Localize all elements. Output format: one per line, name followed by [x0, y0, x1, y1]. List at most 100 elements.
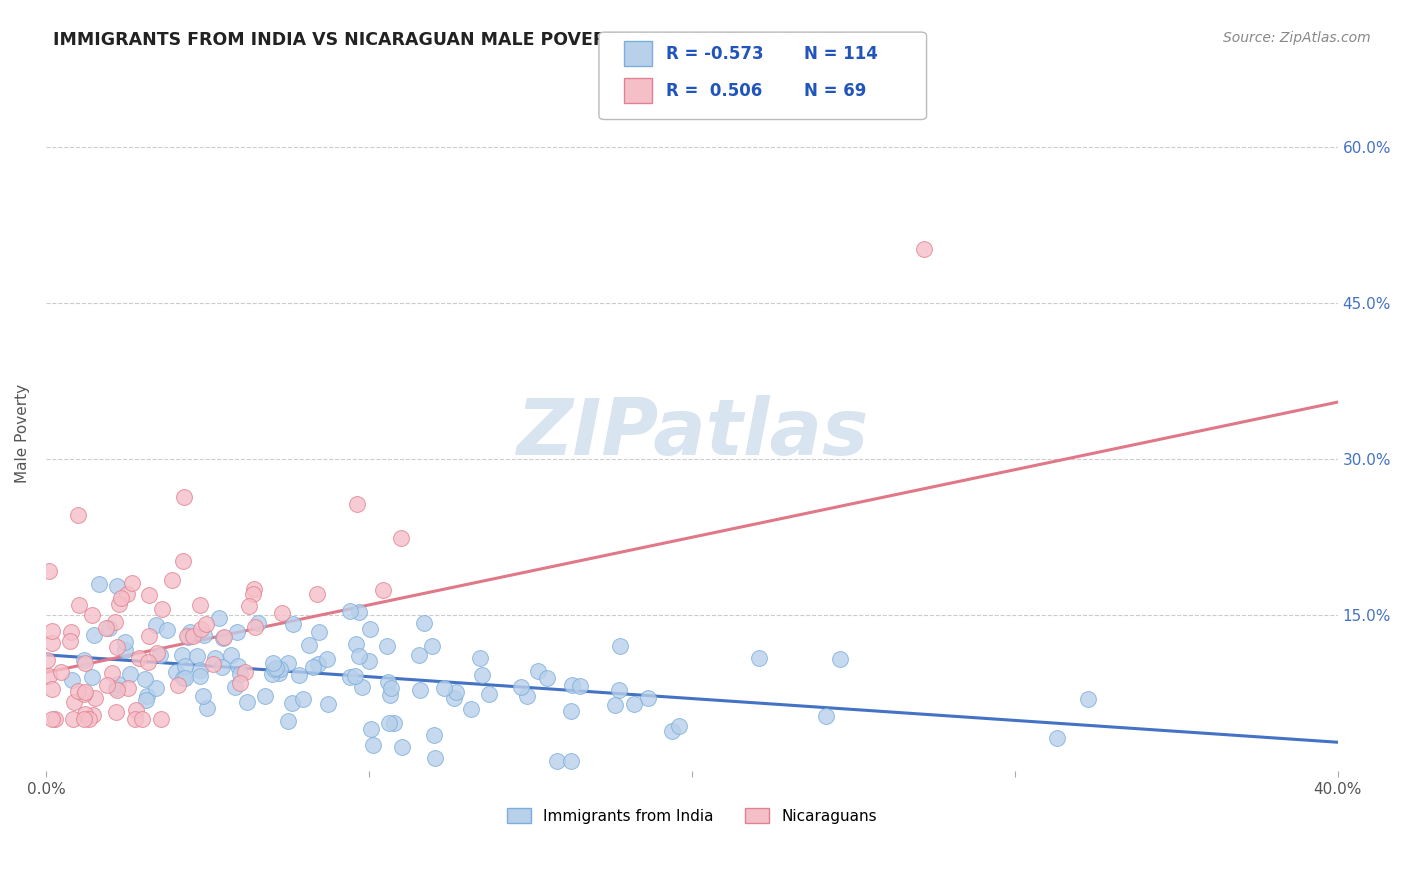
Point: [478, 687, 501, 701]
Point: [269, 665, 291, 680]
Point: [49, 665, 72, 679]
Point: [378, 715, 401, 730]
Point: [167, 678, 190, 692]
Point: [173, 490, 195, 504]
Point: [378, 688, 401, 702]
Point: [382, 716, 405, 731]
Point: [339, 670, 361, 684]
Point: [242, 586, 264, 600]
Point: [101, 665, 124, 680]
Point: [105, 578, 128, 592]
Point: [136, 689, 159, 703]
Point: [136, 655, 159, 669]
Point: [138, 588, 160, 602]
Point: [212, 630, 235, 644]
Point: [174, 658, 197, 673]
Point: [298, 638, 321, 652]
Point: [80, 608, 103, 623]
Point: [176, 629, 198, 643]
Point: [262, 657, 284, 671]
Point: [561, 678, 583, 692]
Point: [41, 712, 63, 726]
Point: [263, 662, 285, 676]
Point: [291, 692, 314, 706]
Text: N = 114: N = 114: [804, 45, 879, 62]
Point: [412, 616, 434, 631]
Point: [60, 625, 83, 640]
Point: [149, 712, 172, 726]
Point: [190, 663, 212, 677]
Point: [510, 680, 533, 694]
Point: [105, 681, 128, 695]
Point: [347, 605, 370, 619]
Point: [262, 666, 284, 681]
Point: [283, 617, 305, 632]
Point: [212, 632, 235, 646]
Point: [73, 712, 96, 726]
Point: [149, 648, 172, 662]
Point: [1077, 691, 1099, 706]
Point: [146, 646, 169, 660]
Point: [546, 754, 568, 768]
Point: [62, 695, 84, 709]
Point: [242, 582, 264, 596]
Point: [41, 624, 63, 638]
Point: [188, 669, 211, 683]
Point: [134, 672, 156, 686]
Point: [446, 684, 468, 698]
Point: [105, 640, 128, 655]
Point: [389, 531, 412, 545]
Point: [152, 602, 174, 616]
Point: [73, 687, 96, 701]
Point: [145, 617, 167, 632]
Point: [195, 616, 218, 631]
Point: [160, 574, 183, 588]
Point: [135, 693, 157, 707]
Point: [156, 623, 179, 637]
Point: [359, 622, 381, 636]
Point: [375, 640, 398, 654]
Point: [344, 669, 367, 683]
Point: [96, 678, 118, 692]
Point: [41, 681, 63, 696]
Point: [60, 673, 83, 687]
Point: [195, 701, 218, 715]
Point: [815, 709, 838, 723]
Text: R = -0.573: R = -0.573: [666, 45, 763, 62]
Point: [80, 670, 103, 684]
Point: [433, 681, 456, 695]
Point: [105, 682, 128, 697]
Point: [235, 665, 257, 680]
Point: [117, 587, 139, 601]
Point: [72, 653, 94, 667]
Point: [423, 728, 446, 742]
Point: [536, 672, 558, 686]
Point: [361, 739, 384, 753]
Point: [377, 674, 399, 689]
Point: [41, 636, 63, 650]
Point: [82, 708, 104, 723]
Point: [204, 650, 226, 665]
Point: [97, 622, 120, 636]
Point: [165, 665, 187, 680]
Point: [277, 714, 299, 728]
Point: [128, 651, 150, 665]
Point: [468, 650, 491, 665]
Text: R =  0.506: R = 0.506: [666, 82, 762, 100]
Point: [83, 691, 105, 706]
Point: [193, 628, 215, 642]
Point: [748, 651, 770, 665]
Point: [269, 662, 291, 676]
Point: [605, 698, 627, 713]
Point: [264, 661, 287, 675]
Point: [186, 649, 208, 664]
Point: [661, 724, 683, 739]
Point: [568, 679, 591, 693]
Point: [190, 622, 212, 636]
Point: [828, 652, 851, 666]
Point: [560, 754, 582, 768]
Point: [172, 671, 194, 685]
Point: [238, 599, 260, 613]
Point: [208, 611, 231, 625]
Point: [35, 653, 58, 667]
